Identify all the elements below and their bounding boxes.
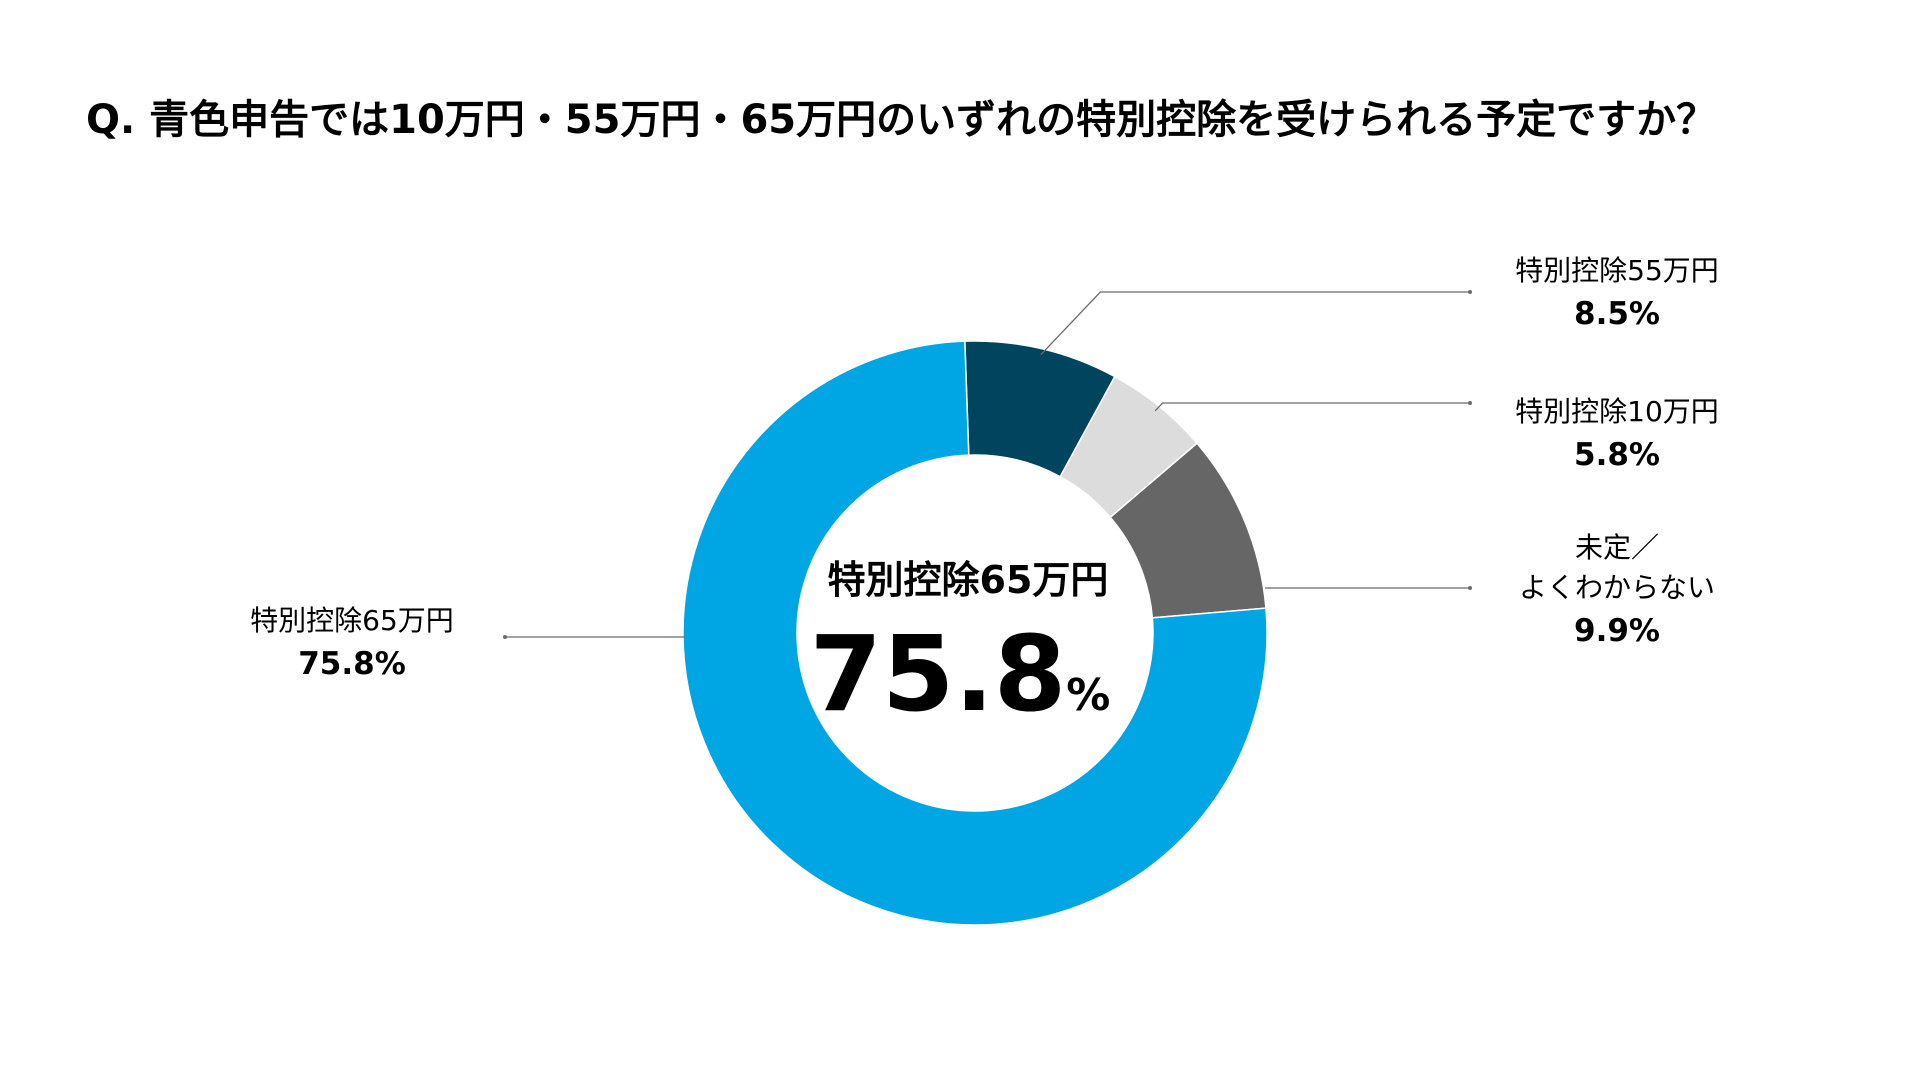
leader-lines: [503, 290, 1472, 639]
donut-slices: [682, 340, 1268, 926]
slice-label-10man: 特別控除10万円: [1515, 395, 1719, 428]
slice-label-65man: 特別控除65万円: [250, 604, 454, 637]
slice-value-undecided: 9.9%: [1574, 613, 1660, 649]
slice-value-65man: 75.8%: [298, 646, 406, 682]
leader-dot-0: [1468, 290, 1472, 294]
slice-label-undecided-line1: 未定／: [1575, 531, 1659, 564]
center-value: 75.8%: [810, 613, 1111, 735]
leader-line-1: [1154, 402, 1470, 412]
chart-title: Q. 青色申告では10万円・55万円・65万円のいずれの特別控除を受けられる予定…: [86, 97, 1716, 143]
donut-slice-3: [682, 340, 1268, 926]
slice-value-10man: 5.8%: [1574, 437, 1660, 473]
center-label: 特別控除65万円: [828, 558, 1109, 602]
leader-line-0: [1040, 291, 1470, 356]
leader-dot-2: [1468, 586, 1472, 590]
leader-dot-3: [503, 635, 507, 639]
center-number: 75.8: [810, 613, 1067, 735]
leader-dot-1: [1468, 401, 1472, 405]
slice-label-undecided-line2: よくわからない: [1519, 571, 1715, 604]
slice-label-55man: 特別控除55万円: [1515, 254, 1719, 287]
slice-value-55man: 8.5%: [1574, 296, 1660, 332]
center-unit: %: [1066, 670, 1110, 721]
